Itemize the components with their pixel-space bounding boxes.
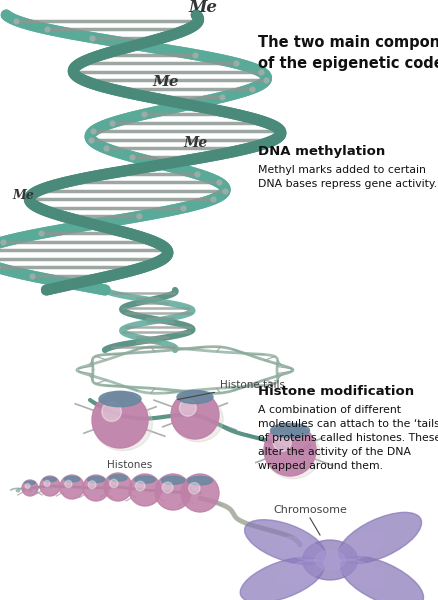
Ellipse shape <box>177 391 212 404</box>
Text: Me: Me <box>12 189 34 202</box>
Circle shape <box>263 424 315 476</box>
Circle shape <box>92 392 148 448</box>
Circle shape <box>83 475 109 501</box>
Ellipse shape <box>99 391 141 407</box>
Text: Chromosome: Chromosome <box>272 505 346 515</box>
Circle shape <box>60 475 84 499</box>
Ellipse shape <box>244 520 325 565</box>
Ellipse shape <box>280 537 325 562</box>
Ellipse shape <box>278 560 323 584</box>
Ellipse shape <box>270 424 309 437</box>
Ellipse shape <box>87 476 104 482</box>
Text: Me: Me <box>152 76 179 89</box>
Circle shape <box>104 473 132 501</box>
Ellipse shape <box>339 556 423 600</box>
Circle shape <box>22 480 38 496</box>
Ellipse shape <box>43 477 57 482</box>
Ellipse shape <box>25 481 35 485</box>
Circle shape <box>65 481 72 488</box>
Text: The two main components
of the epigenetic code: The two main components of the epigeneti… <box>258 35 438 71</box>
Text: Methyl marks added to certain
DNA bases repress gene activity.: Methyl marks added to certain DNA bases … <box>258 165 436 189</box>
Ellipse shape <box>161 476 184 484</box>
Text: Me: Me <box>183 136 207 150</box>
Ellipse shape <box>302 540 357 580</box>
Text: Me: Me <box>188 0 217 16</box>
Ellipse shape <box>187 476 212 485</box>
Circle shape <box>179 400 196 416</box>
Circle shape <box>40 476 60 496</box>
Ellipse shape <box>93 397 152 451</box>
Circle shape <box>110 479 118 488</box>
Text: Histones: Histones <box>107 460 152 470</box>
Text: Histone tails: Histone tails <box>177 380 284 400</box>
Circle shape <box>135 481 145 491</box>
Text: Histone modification: Histone modification <box>258 385 413 398</box>
Ellipse shape <box>134 476 155 483</box>
Circle shape <box>162 482 173 493</box>
Text: A combination of different
molecules can attach to the ‘tails’
of proteins calle: A combination of different molecules can… <box>258 405 438 471</box>
Circle shape <box>25 484 30 488</box>
Ellipse shape <box>240 557 323 600</box>
Ellipse shape <box>314 550 344 570</box>
Ellipse shape <box>336 533 382 561</box>
Circle shape <box>188 482 200 494</box>
Ellipse shape <box>338 512 420 563</box>
Ellipse shape <box>109 475 127 481</box>
Circle shape <box>88 481 96 488</box>
Circle shape <box>44 481 50 487</box>
Circle shape <box>155 474 191 510</box>
Circle shape <box>171 391 219 439</box>
Circle shape <box>272 433 291 451</box>
Ellipse shape <box>64 476 80 482</box>
Circle shape <box>129 474 161 506</box>
Ellipse shape <box>173 396 223 442</box>
Circle shape <box>180 474 219 512</box>
Ellipse shape <box>338 559 383 587</box>
Text: DNA methylation: DNA methylation <box>258 145 385 158</box>
Circle shape <box>102 402 121 421</box>
Ellipse shape <box>265 430 320 479</box>
